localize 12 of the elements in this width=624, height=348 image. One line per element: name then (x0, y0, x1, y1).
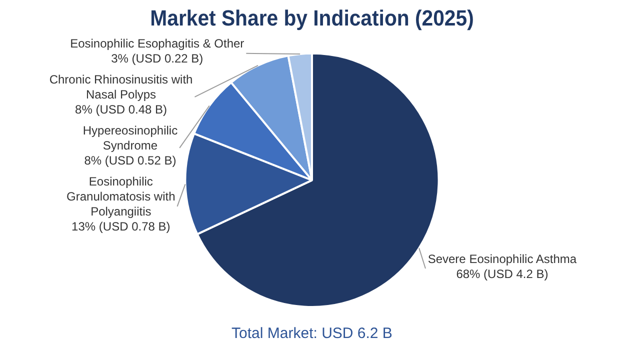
slice-label: Eosinophilic Granulomatosis with Polyangiitis (66, 174, 176, 219)
slice-label: Chronic Rhinosinusitis with Nasal Polyps (49, 72, 193, 102)
data-label: 3% (USD 0.22 B) (111, 52, 204, 66)
slice-label: Hypereosinophilic Syndrome (82, 124, 178, 153)
slice-label: Severe Eosinophilic Asthma (428, 252, 577, 266)
data-label: 8% (USD 0.52 B) (84, 154, 176, 168)
data-label: 13% (USD 0.78 B) (72, 220, 170, 234)
text: Total Market: USD 6.2 B (230, 325, 394, 342)
data-label: 8% (USD 0.48 B) (75, 102, 168, 117)
slice-label: Eosinophilic Esophagitis & Other (70, 36, 244, 51)
data-label: 68% (USD 4.2 B) (456, 266, 548, 281)
chart-title: Market Share by Indication (2025) (150, 6, 474, 30)
